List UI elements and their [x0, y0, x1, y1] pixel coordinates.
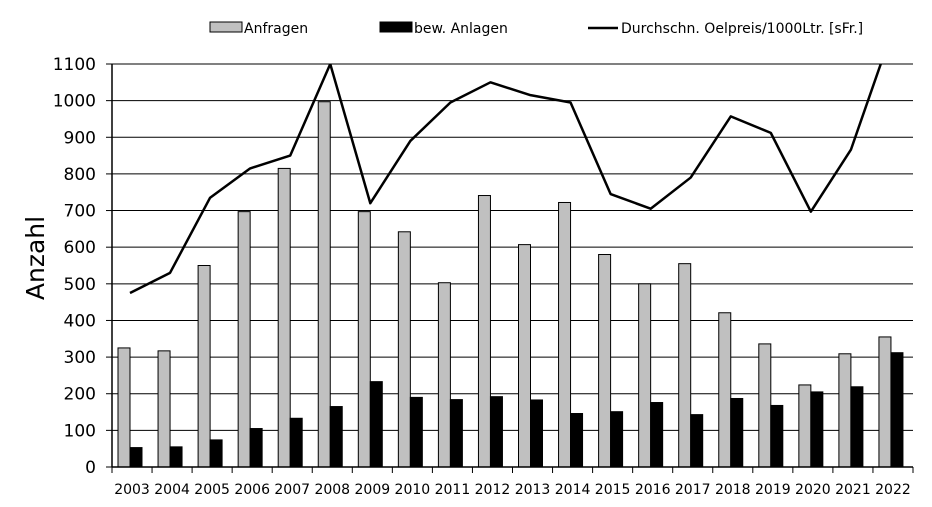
x-tick-label: 2005 — [194, 482, 230, 498]
bar-anfragen — [477, 195, 491, 468]
bar-bew-anlagen — [530, 399, 543, 468]
x-tick-label: 2022 — [875, 482, 911, 498]
y-tick-label: 600 — [64, 238, 96, 258]
bar-anfragen — [638, 283, 652, 468]
legend-label: Durchschn. Oelpreis/1000Ltr. [sFr.] — [621, 21, 863, 37]
bar-bew-anlagen — [730, 397, 744, 468]
bar-bew-anlagen — [289, 417, 303, 468]
x-tick-label: 2013 — [515, 482, 551, 498]
bar-anfragen — [437, 282, 451, 468]
bar-anfragen — [558, 201, 572, 468]
x-tick-label: 2012 — [475, 482, 511, 498]
y-tick-label: 900 — [64, 128, 96, 148]
bar-anfragen — [277, 167, 291, 468]
x-tick-labels: 2003 2004 2005 2006 2007 2008 2009 2010 2011 2012… — [114, 482, 911, 498]
x-tick-label: 2010 — [395, 482, 431, 498]
y-tick-label: 700 — [64, 202, 96, 222]
y-tick-labels: 0 100 200 300 400 500 600 700 800 900 1000 1100 — [53, 55, 96, 478]
bar-anfragen — [718, 312, 732, 468]
bar-anfragen — [798, 384, 812, 468]
bar-anfragen — [758, 343, 772, 468]
legend-swatch — [209, 21, 243, 33]
x-tick-label: 2009 — [355, 482, 391, 498]
bar-bew-anlagen — [409, 396, 423, 468]
x-tick-label: 2014 — [555, 482, 591, 498]
x-tick-label: 2021 — [835, 482, 871, 498]
bar-bew-anlagen — [489, 396, 503, 468]
bar-bew-anlagen — [570, 413, 584, 468]
oelpreis-line — [129, 64, 883, 295]
x-tick-label: 2008 — [314, 482, 350, 498]
bar-anfragen — [357, 211, 371, 468]
x-tick-label: 2019 — [755, 482, 791, 498]
y-tick-label: 1000 — [53, 92, 96, 112]
bar-bew-anlagen — [690, 414, 704, 468]
gridlines — [112, 63, 913, 431]
bar-bew-anlagen — [209, 439, 223, 468]
x-tick-label: 2020 — [795, 482, 831, 498]
price-line — [129, 64, 883, 295]
y-axis-label: Anzahl — [21, 216, 50, 300]
legend-label: Anfragen — [244, 21, 308, 37]
bar-bew-anlagen — [249, 428, 263, 468]
y-tick-label: 1100 — [53, 55, 96, 75]
bar-anfragen — [518, 244, 531, 468]
bar-anfragen — [197, 265, 211, 468]
bar-bew-anlagen — [169, 446, 183, 468]
bar-anfragen — [397, 231, 411, 468]
bar-bew-anlagen — [129, 447, 143, 468]
bar-anfragen — [678, 263, 692, 468]
legend-label: bew. Anlagen — [414, 21, 508, 37]
bar-bew-anlagen — [610, 411, 624, 468]
legend-swatch — [379, 21, 413, 33]
bar-bew-anlagen — [810, 391, 824, 468]
bar-bew-anlagen — [369, 381, 383, 468]
y-tick-label: 400 — [64, 311, 96, 331]
y-tick-label: 0 — [85, 458, 96, 478]
y-tick-label: 200 — [64, 385, 96, 405]
x-tick-label: 2006 — [234, 482, 270, 498]
legend: Anfragen bew. Anlagen Durchschn. Oelpreis/… — [209, 21, 863, 37]
y-tick-label: 500 — [64, 275, 96, 295]
y-tick-label: 100 — [64, 421, 96, 441]
x-tick-label: 2017 — [675, 482, 711, 498]
y-tick-label: 300 — [64, 348, 96, 368]
bar-bew-anlagen — [770, 404, 784, 468]
bar-anfragen — [878, 336, 892, 468]
x-tick-label: 2011 — [435, 482, 471, 498]
bar-anfragen — [317, 101, 331, 468]
x-tick-label: 2003 — [114, 482, 150, 498]
bar-bew-anlagen — [850, 386, 864, 468]
bar-anfragen — [838, 353, 852, 468]
bar-bew-anlagen — [890, 352, 904, 468]
bar-anfragen — [117, 347, 131, 468]
bar-anfragen — [598, 254, 612, 468]
bar-bew-anlagen — [449, 399, 463, 468]
y-tick-label: 800 — [64, 165, 96, 185]
bar-anfragen — [237, 211, 251, 468]
x-tick-label: 2004 — [154, 482, 190, 498]
axes — [106, 63, 914, 473]
x-tick-label: 2007 — [274, 482, 310, 498]
bar-anfragen — [157, 350, 171, 468]
bars — [117, 101, 904, 468]
bar-bew-anlagen — [650, 402, 664, 468]
x-tick-label: 2015 — [595, 482, 631, 498]
x-tick-label: 2016 — [635, 482, 671, 498]
bar-bew-anlagen — [329, 406, 343, 468]
x-tick-label: 2018 — [715, 482, 751, 498]
